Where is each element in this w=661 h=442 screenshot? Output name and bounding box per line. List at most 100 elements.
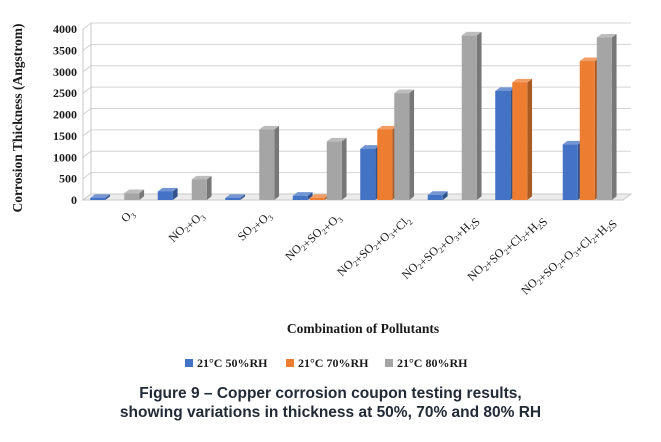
y-tick-label: 2000 — [53, 108, 77, 122]
bar-side — [172, 187, 178, 200]
bar — [157, 187, 178, 200]
bar — [512, 78, 533, 200]
bar-side — [527, 78, 533, 200]
bar-top — [394, 89, 415, 94]
legend-swatch — [385, 359, 393, 367]
bar-front — [512, 82, 528, 200]
legend-item: 21°C 70%RH — [286, 356, 369, 370]
bar — [90, 194, 111, 200]
bar-top — [292, 192, 313, 196]
chart-floor — [81, 193, 633, 201]
y-tick-label: 3500 — [53, 43, 77, 57]
bar-side — [476, 31, 482, 200]
bar — [259, 125, 280, 200]
bar-side — [206, 175, 212, 200]
gridline-side — [82, 108, 92, 115]
x-tick-label: NO2+SO2+Cl2+H2S — [464, 206, 550, 292]
caption-line-2: showing variations in thickness at 50%, … — [119, 404, 542, 421]
x-tick-label: O3 — [118, 206, 138, 226]
bar-side — [105, 194, 111, 200]
bar-front — [157, 191, 173, 200]
bar — [427, 191, 448, 200]
bar-front — [360, 148, 376, 200]
bar-front — [191, 179, 207, 200]
bar-top — [360, 145, 381, 149]
bar-side — [611, 33, 617, 201]
gridline-side — [82, 22, 92, 30]
bar-top — [191, 175, 212, 180]
bar-front — [427, 194, 443, 200]
x-tick-label: NO2+SO2+O3 — [282, 206, 345, 269]
bar — [562, 140, 583, 200]
bar-top — [596, 33, 617, 38]
bar-front — [259, 129, 275, 200]
bar — [377, 125, 398, 200]
bar-front — [309, 198, 325, 200]
bar-top — [157, 187, 178, 192]
y-tick-label: 1500 — [53, 129, 77, 143]
legend-label: 21°C 80%RH — [397, 356, 468, 370]
legend-swatch — [286, 359, 294, 367]
bar-front — [225, 198, 241, 200]
legend-label: 21°C 50%RH — [197, 356, 268, 370]
bar — [292, 192, 313, 200]
bars — [90, 31, 617, 201]
gridline-side — [82, 65, 92, 73]
bar-top — [562, 140, 583, 145]
bar-side — [409, 89, 415, 200]
bar-top — [90, 194, 111, 198]
x-tick-label: SO2+O3 — [235, 206, 276, 247]
bar-side — [307, 192, 313, 200]
bar-front — [326, 141, 342, 200]
bar-front — [461, 35, 477, 200]
bar-top — [427, 191, 448, 195]
bar — [461, 31, 482, 200]
x-axis-label: Combination of Pollutants — [287, 321, 439, 336]
bar-front — [377, 129, 393, 200]
bar-front — [292, 195, 308, 200]
bar-top — [461, 31, 482, 36]
gridline-side — [82, 43, 92, 51]
bar — [596, 33, 617, 201]
bar-side — [240, 194, 246, 200]
gridline-side — [82, 150, 92, 158]
y-tick-label: 2500 — [53, 86, 77, 100]
x-tick-label: NO2+SO2+O3+Cl2+H2S — [518, 206, 620, 308]
bar-top — [309, 194, 330, 198]
gridline-side — [82, 129, 92, 137]
bar-side — [274, 125, 280, 200]
floor-plane — [81, 193, 633, 201]
y-tick-label: 4000 — [53, 22, 77, 36]
bar-front — [394, 93, 410, 200]
bar-front — [596, 37, 612, 200]
bar-top — [495, 87, 516, 91]
bar — [191, 175, 212, 200]
bar — [124, 189, 145, 200]
bar-side — [341, 137, 347, 200]
bar-top — [124, 189, 145, 194]
y-tick-labels: 0 500 1000 1500 2000 2500 3000 3500 4000 — [53, 22, 77, 207]
y-tick-label: 1000 — [53, 150, 77, 164]
gridlines — [82, 22, 631, 201]
bar-side — [442, 191, 448, 200]
bar-front — [124, 193, 140, 200]
bar-front — [90, 198, 106, 200]
bar-top — [579, 57, 600, 62]
gridline-side — [82, 172, 92, 180]
bar-top — [326, 137, 347, 142]
gridline-side — [82, 86, 92, 94]
x-tick-labels: O3NO2+O3SO2+O3NO2+SO2+O3NO2+SO2+O3+Cl2NO… — [118, 206, 620, 308]
bar-top — [259, 125, 280, 130]
legend-swatch — [185, 359, 193, 367]
legend-item: 21°C 50%RH — [185, 356, 268, 370]
y-tick-label: 0 — [71, 193, 77, 207]
x-tick-label: NO2+O3 — [166, 206, 208, 248]
legend-item: 21°C 80%RH — [385, 356, 468, 370]
bar — [360, 145, 381, 200]
legend: 21°C 50%RH 21°C 70%RH 21°C 80%RH — [185, 356, 468, 370]
bar-top — [225, 194, 246, 198]
bar — [326, 137, 347, 200]
bar-front — [579, 61, 595, 200]
caption-line-1: Figure 9 – Copper corrosion coupon testi… — [139, 385, 522, 402]
